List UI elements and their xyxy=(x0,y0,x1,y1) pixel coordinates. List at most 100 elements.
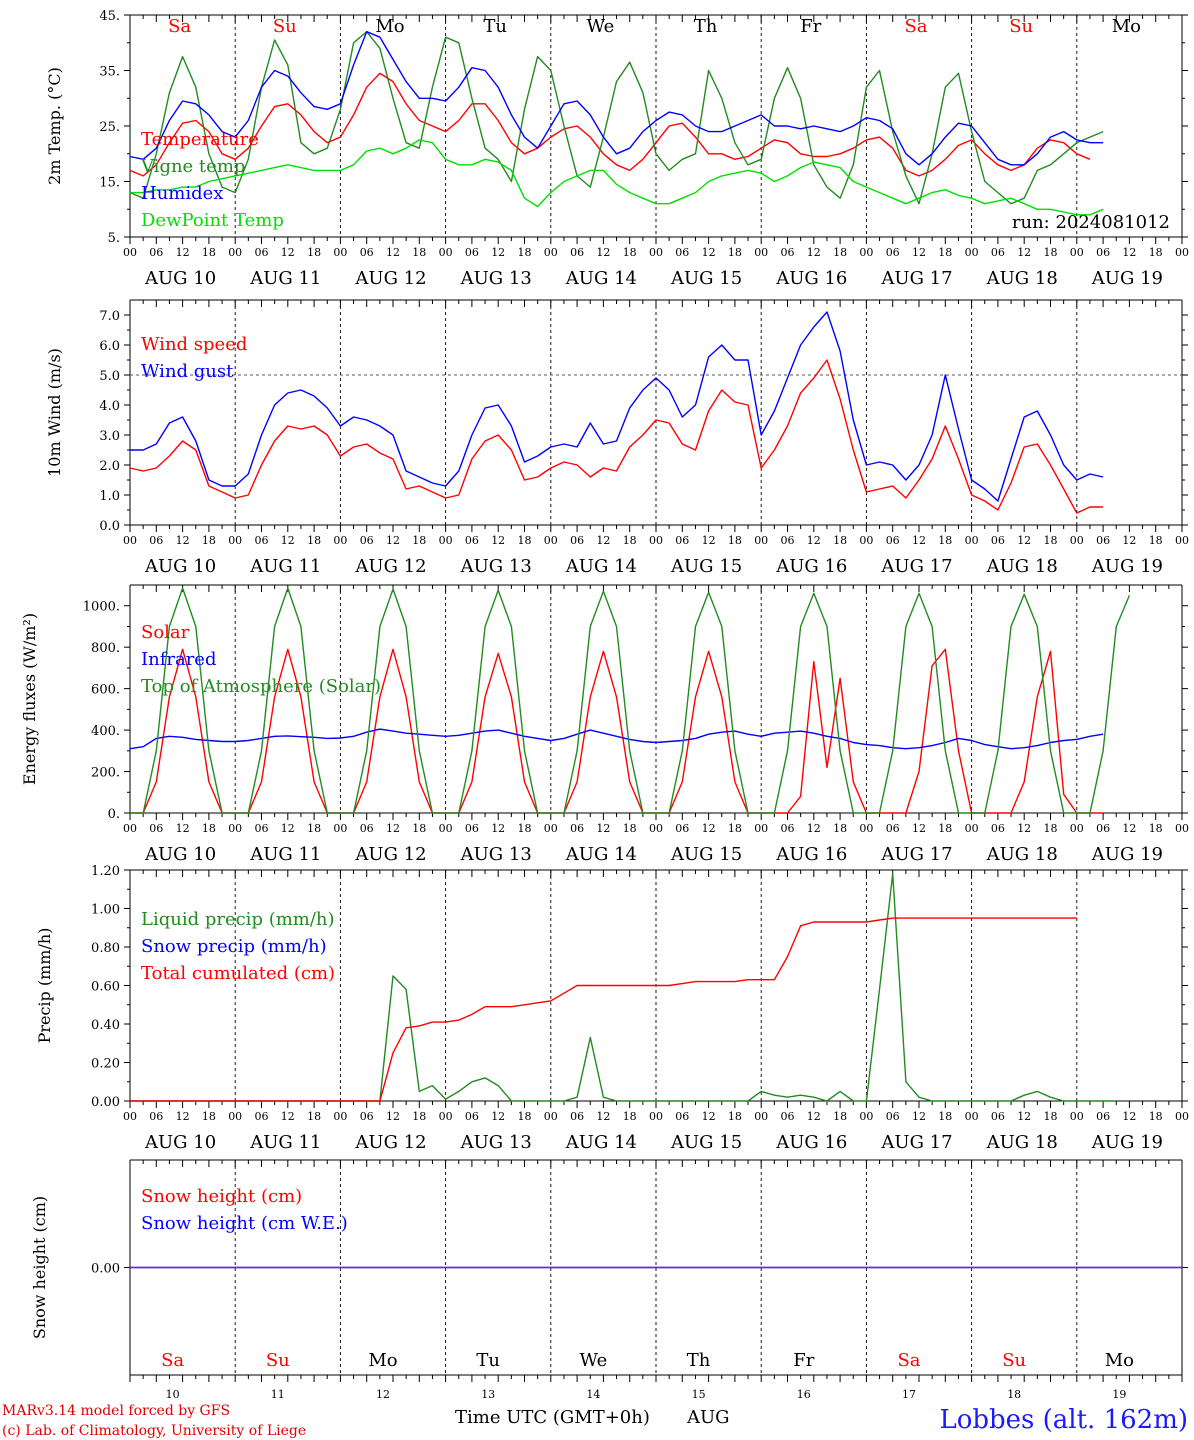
x-hour-label: 12 xyxy=(281,534,295,547)
x-hour-label: 06 xyxy=(255,534,269,547)
x-hour-label: 12 xyxy=(1017,534,1031,547)
x-hour-label: 12 xyxy=(386,246,400,259)
legend-entry: Snow height (cm W.E.) xyxy=(141,1213,348,1234)
x-hour-label: 06 xyxy=(886,246,900,259)
y-tick-label: 15. xyxy=(99,176,120,191)
x-hour-label: 12 xyxy=(1122,1110,1136,1123)
x-hour-label: 00 xyxy=(649,246,663,259)
x-hour-label: 06 xyxy=(1096,246,1110,259)
legend-entry: Vigne temp xyxy=(140,156,245,177)
x-date-label: AUG 14 xyxy=(565,556,637,577)
x-hour-label: 00 xyxy=(439,1110,453,1123)
x-date-label: AUG 14 xyxy=(565,1132,637,1153)
x-date-label: AUG 12 xyxy=(354,1132,426,1153)
x-date-label: AUG 13 xyxy=(460,268,532,289)
y-tick-label: 7.0 xyxy=(99,309,120,324)
x-hour-label: 00 xyxy=(439,246,453,259)
y-axis-label: Snow height (cm) xyxy=(30,1196,49,1339)
y-tick-label: 200. xyxy=(91,766,120,781)
x-date-label: AUG 19 xyxy=(1091,556,1163,577)
y-tick-label: 0.0 xyxy=(99,519,120,534)
x-hour-label: 18 xyxy=(202,1110,216,1123)
x-hour-label: 06 xyxy=(570,822,584,835)
x-hour-label: 18 xyxy=(202,534,216,547)
x-hour-label: 00 xyxy=(333,246,347,259)
x-hour-label: 18 xyxy=(1149,1110,1163,1123)
x-hour-label: 12 xyxy=(702,534,716,547)
x-date-label: AUG 10 xyxy=(144,268,216,289)
x-date-label: AUG 10 xyxy=(144,844,216,865)
x-hour-label: 18 xyxy=(938,822,952,835)
x-hour-label: 06 xyxy=(781,534,795,547)
x-hour-label: 06 xyxy=(149,246,163,259)
x-hour-label: 00 xyxy=(859,1110,873,1123)
bottom-date-number: 14 xyxy=(586,1388,600,1401)
legend-entry: Snow height (cm) xyxy=(141,1186,302,1207)
x-hour-label: 18 xyxy=(518,534,532,547)
x-hour-label: 12 xyxy=(702,822,716,835)
x-hour-label: 18 xyxy=(1044,1110,1058,1123)
x-hour-label: 00 xyxy=(123,246,137,259)
x-hour-label: 12 xyxy=(386,1110,400,1123)
y-axis-label: Precip (mm/h) xyxy=(35,928,54,1044)
x-hour-label: 06 xyxy=(360,534,374,547)
x-hour-label: 06 xyxy=(675,534,689,547)
legend-entry: Wind gust xyxy=(141,361,234,382)
x-date-label: AUG 18 xyxy=(986,268,1058,289)
bottom-date-number: 12 xyxy=(376,1388,390,1401)
day-label: Tu xyxy=(483,16,507,37)
x-date-label: AUG 15 xyxy=(670,556,742,577)
x-hour-label: 12 xyxy=(491,822,505,835)
x-hour-label: 18 xyxy=(623,246,637,259)
x-hour-label: 18 xyxy=(518,246,532,259)
x-date-label: AUG 19 xyxy=(1091,1132,1163,1153)
y-tick-label: 5.0 xyxy=(99,369,120,384)
x-hour-label: 06 xyxy=(781,1110,795,1123)
y-axis-label: Energy fluxes (W/m²) xyxy=(20,613,39,785)
x-hour-label: 06 xyxy=(781,246,795,259)
bottom-date-number: 15 xyxy=(692,1388,706,1401)
x-hour-label: 12 xyxy=(491,534,505,547)
series-line-1 xyxy=(129,359,1104,514)
x-date-label: AUG 18 xyxy=(986,1132,1058,1153)
x-hour-label: 06 xyxy=(360,1110,374,1123)
y-tick-label: 3.0 xyxy=(99,429,120,444)
x-hour-label: 12 xyxy=(596,1110,610,1123)
x-hour-label: 12 xyxy=(912,822,926,835)
bottom-day-label: We xyxy=(580,1350,608,1371)
x-hour-label: 00 xyxy=(859,246,873,259)
x-hour-label: 06 xyxy=(991,246,1005,259)
x-date-label: AUG 16 xyxy=(775,556,847,577)
x-hour-label: 12 xyxy=(1017,1110,1031,1123)
x-hour-label: 00 xyxy=(754,534,768,547)
legend-entry: Solar xyxy=(141,622,190,643)
x-hour-label: 00 xyxy=(859,534,873,547)
x-date-label: AUG 11 xyxy=(249,268,321,289)
x-hour-label: 06 xyxy=(1096,822,1110,835)
x-hour-label: 12 xyxy=(1017,822,1031,835)
day-label: Mo xyxy=(1112,16,1141,37)
x-hour-label: 18 xyxy=(202,822,216,835)
x-hour-label: 06 xyxy=(465,1110,479,1123)
y-tick-label: 800. xyxy=(91,641,120,656)
x-hour-label: 00 xyxy=(123,822,137,835)
y-tick-label: 5. xyxy=(108,231,120,246)
x-hour-label: 18 xyxy=(1149,534,1163,547)
bottom-date-number: 10 xyxy=(166,1388,180,1401)
x-hour-label: 00 xyxy=(123,534,137,547)
x-date-label: AUG 19 xyxy=(1091,268,1163,289)
y-tick-label: 0. xyxy=(108,807,120,822)
x-hour-label: 06 xyxy=(886,534,900,547)
day-label: Sa xyxy=(168,16,191,37)
x-hour-label: 06 xyxy=(991,1110,1005,1123)
bottom-date-number: 19 xyxy=(1112,1388,1126,1401)
series-line-3 xyxy=(129,31,1104,166)
x-date-label: AUG 14 xyxy=(565,268,637,289)
x-hour-label: 06 xyxy=(149,1110,163,1123)
x-hour-label: 06 xyxy=(781,822,795,835)
x-hour-label: 12 xyxy=(702,1110,716,1123)
legend-entry: Wind speed xyxy=(141,334,247,355)
bottom-day-label: Su xyxy=(266,1350,290,1371)
x-date-label: AUG 15 xyxy=(670,1132,742,1153)
